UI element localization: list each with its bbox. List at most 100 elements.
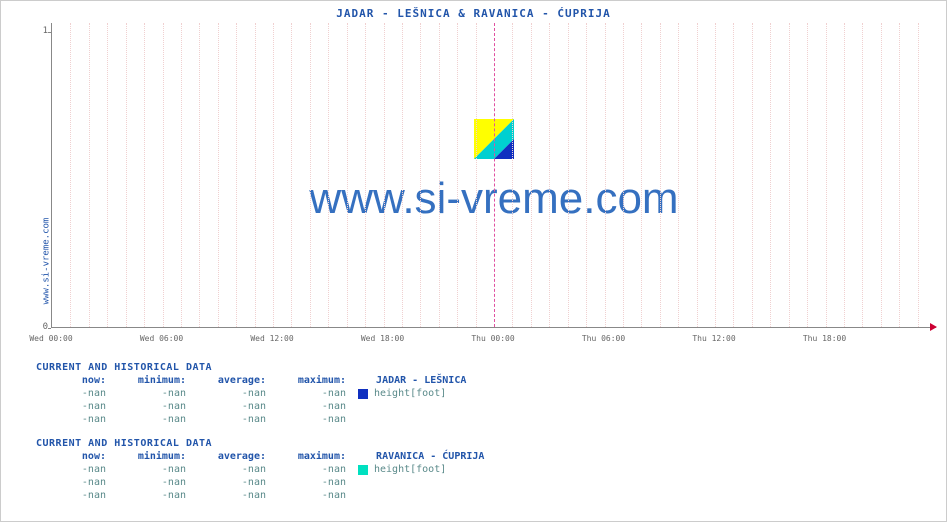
grid-minor-line xyxy=(476,23,477,327)
grid-minor-line xyxy=(826,23,827,327)
cell-min: -nan xyxy=(106,476,186,489)
grid-minor-line xyxy=(678,23,679,327)
grid-minor-line xyxy=(291,23,292,327)
grid-minor-line xyxy=(789,23,790,327)
cell-now: -nan xyxy=(36,463,106,476)
grid-minor-line xyxy=(181,23,182,327)
series-legend: RAVANICA - ĆUPRIJA xyxy=(346,450,484,463)
grid-minor-line xyxy=(752,23,753,327)
cell-min: -nan xyxy=(106,387,186,400)
x-tick-label: Thu 00:00 xyxy=(471,334,514,343)
data-section-2: CURRENT AND HISTORICAL DATA now: minimum… xyxy=(36,437,484,502)
grid-minor-line xyxy=(641,23,642,327)
cell-min: -nan xyxy=(106,400,186,413)
data-row: -nan-nan-nan-nanheight[foot] xyxy=(36,463,484,476)
data-row: -nan-nan-nan-nan xyxy=(36,476,484,489)
cell-min: -nan xyxy=(106,489,186,502)
grid-minor-line xyxy=(273,23,274,327)
x-tick-label: Thu 18:00 xyxy=(803,334,846,343)
grid-minor-line xyxy=(697,23,698,327)
col-now: now: xyxy=(36,450,106,463)
y-tick-label: 1 xyxy=(36,26,48,36)
cell-max: -nan xyxy=(266,413,346,426)
plot-area: www.si-vreme.com 01Wed 00:00Wed 06:00Wed… xyxy=(36,23,936,343)
section-header: CURRENT AND HISTORICAL DATA xyxy=(36,361,466,374)
legend-swatch-icon xyxy=(358,389,368,399)
grid-minor-line xyxy=(236,23,237,327)
cell-avg: -nan xyxy=(186,387,266,400)
grid-minor-line xyxy=(310,23,311,327)
grid-minor-line xyxy=(549,23,550,327)
legend-metric: height[foot] xyxy=(374,387,446,400)
grid-minor-line xyxy=(70,23,71,327)
grid-minor-line xyxy=(733,23,734,327)
grid-minor-line xyxy=(660,23,661,327)
cell-now: -nan xyxy=(36,400,106,413)
grid-minor-line xyxy=(715,23,716,327)
cell-avg: -nan xyxy=(186,463,266,476)
cell-now: -nan xyxy=(36,413,106,426)
grid-minor-line xyxy=(365,23,366,327)
grid-minor-line xyxy=(328,23,329,327)
series-legend: JADAR - LEŠNICA xyxy=(346,374,466,387)
grid-minor-line xyxy=(918,23,919,327)
grid-minor-line xyxy=(586,23,587,327)
grid-minor-line xyxy=(439,23,440,327)
cell-max: -nan xyxy=(266,489,346,502)
chart-container: JADAR - LEŠNICA & RAVANICA - ĆUPRIJA www… xyxy=(0,0,947,522)
grid-minor-line xyxy=(623,23,624,327)
grid-minor-line xyxy=(163,23,164,327)
cell-max: -nan xyxy=(266,387,346,400)
col-max: maximum: xyxy=(266,374,346,387)
grid-minor-line xyxy=(605,23,606,327)
cell-now: -nan xyxy=(36,387,106,400)
grid-minor-line xyxy=(881,23,882,327)
cell-max: -nan xyxy=(266,463,346,476)
grid-minor-line xyxy=(126,23,127,327)
grid-major-line xyxy=(494,23,495,327)
data-row: -nan-nan-nan-nan xyxy=(36,400,466,413)
x-tick-label: Wed 00:00 xyxy=(29,334,72,343)
grid-minor-line xyxy=(512,23,513,327)
cell-now: -nan xyxy=(36,489,106,502)
legend-swatch-icon xyxy=(358,465,368,475)
grid-minor-line xyxy=(107,23,108,327)
chart-title: JADAR - LEŠNICA & RAVANICA - ĆUPRIJA xyxy=(1,7,946,20)
grid-minor-line xyxy=(347,23,348,327)
cell-max: -nan xyxy=(266,476,346,489)
grid-minor-line xyxy=(144,23,145,327)
cell-now: -nan xyxy=(36,476,106,489)
grid-minor-line xyxy=(384,23,385,327)
plot-canvas: www.si-vreme.com xyxy=(51,23,936,328)
x-tick-label: Wed 12:00 xyxy=(250,334,293,343)
col-avg: average: xyxy=(186,374,266,387)
cell-max: -nan xyxy=(266,400,346,413)
legend-cell: height[foot] xyxy=(346,463,446,476)
data-row: -nan-nan-nan-nan xyxy=(36,413,466,426)
grid-minor-line xyxy=(402,23,403,327)
col-max: maximum: xyxy=(266,450,346,463)
col-avg: average: xyxy=(186,450,266,463)
col-now: now: xyxy=(36,374,106,387)
grid-minor-line xyxy=(457,23,458,327)
grid-minor-line xyxy=(844,23,845,327)
x-tick-label: Thu 06:00 xyxy=(582,334,625,343)
y-tick-label: 0 xyxy=(36,322,48,332)
data-row: -nan-nan-nan-nan xyxy=(36,489,484,502)
data-row: -nan-nan-nan-nanheight[foot] xyxy=(36,387,466,400)
legend-metric: height[foot] xyxy=(374,463,446,476)
grid-minor-line xyxy=(531,23,532,327)
grid-minor-line xyxy=(568,23,569,327)
cell-min: -nan xyxy=(106,413,186,426)
grid-minor-line xyxy=(862,23,863,327)
col-min: minimum: xyxy=(106,450,186,463)
grid-minor-line xyxy=(807,23,808,327)
grid-minor-line xyxy=(89,23,90,327)
legend-cell: height[foot] xyxy=(346,387,446,400)
grid-minor-line xyxy=(218,23,219,327)
cell-avg: -nan xyxy=(186,489,266,502)
x-tick-label: Wed 18:00 xyxy=(361,334,404,343)
series-label: RAVANICA - ĆUPRIJA xyxy=(376,450,484,463)
grid-minor-line xyxy=(255,23,256,327)
data-section-1: CURRENT AND HISTORICAL DATA now: minimum… xyxy=(36,361,466,426)
